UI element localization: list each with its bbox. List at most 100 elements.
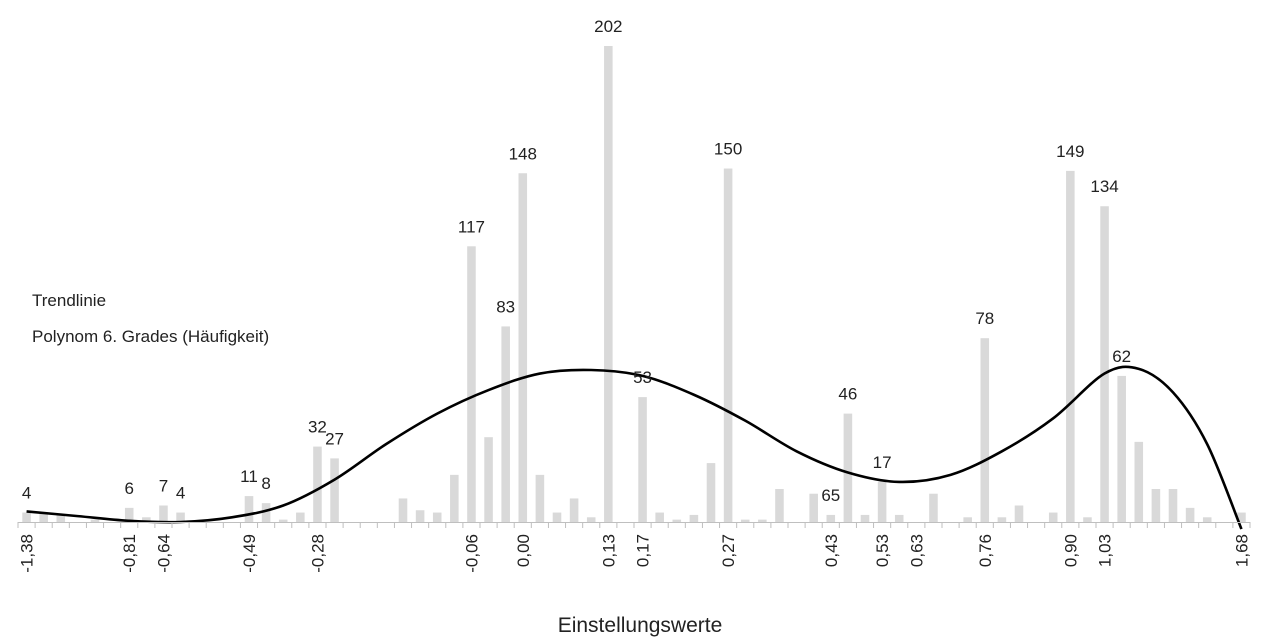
bar [176, 512, 185, 522]
bar [1014, 505, 1024, 522]
bar [313, 446, 322, 522]
x-tick-label: 0,00 [514, 534, 533, 567]
bar [1185, 507, 1195, 522]
bar [330, 458, 339, 522]
legend-label-polynomial: Polynom 6. Grades (Häufigkeit) [32, 327, 269, 346]
bar [980, 338, 990, 522]
x-axis-ticks [17, 522, 1251, 528]
data-labels: 4 6 7 411 8322711783148202531506546177814913… [22, 17, 1131, 505]
data-label: 7 [159, 477, 168, 496]
x-tick-label: 0,43 [822, 534, 841, 567]
bar [1083, 517, 1092, 522]
bar [552, 512, 562, 522]
bar [1100, 206, 1109, 523]
bar [655, 512, 664, 522]
x-tick-label: 0,63 [907, 534, 926, 567]
bar-series [22, 46, 1246, 523]
bar [450, 474, 459, 522]
bar [1117, 375, 1126, 522]
bar [706, 463, 716, 522]
x-tick-label: -0,28 [308, 534, 327, 573]
bar [1134, 441, 1144, 522]
bar [142, 517, 151, 522]
bar [809, 493, 818, 522]
x-tick-label: 0,53 [873, 534, 892, 567]
bar [501, 326, 510, 522]
bar [261, 503, 271, 522]
data-label: 83 [496, 297, 515, 316]
bar [1237, 512, 1246, 522]
data-label: 117 [458, 217, 485, 236]
x-tick-label: 0,27 [719, 534, 738, 567]
bar [740, 519, 750, 522]
bar [1151, 489, 1161, 522]
x-tick-label: -0,64 [154, 534, 173, 573]
bar [484, 437, 493, 522]
bar [90, 519, 100, 522]
data-label: 6 [124, 479, 133, 498]
bar [244, 496, 254, 522]
x-tick-label: -0,81 [120, 534, 139, 573]
bar [39, 512, 48, 522]
bar [997, 517, 1007, 522]
bar [415, 510, 425, 522]
data-label: 17 [873, 453, 892, 472]
data-label: 149 [1056, 142, 1084, 161]
data-label: 65 [821, 486, 840, 505]
x-tick-labels: -1,38 -0,81 -0,64 -0,49 -0,28 -0,06 0,00 0,13 0,… [18, 534, 1252, 573]
bar [860, 514, 870, 522]
bar [877, 481, 887, 522]
bar [963, 517, 972, 522]
data-label: 150 [714, 140, 742, 159]
data-label: 27 [325, 429, 344, 448]
data-label: 32 [308, 418, 327, 437]
x-tick-label: 0,76 [976, 534, 995, 567]
data-label: 202 [594, 17, 622, 36]
x-tick-label: 0,17 [634, 534, 653, 567]
bar [535, 474, 545, 522]
data-label: 46 [838, 385, 857, 404]
bar [467, 246, 476, 523]
bar [723, 168, 733, 522]
bar [518, 173, 528, 522]
data-label: 134 [1090, 177, 1118, 196]
data-label: 4 [176, 484, 185, 503]
x-axis-title: Einstellungswerte [558, 614, 723, 637]
bar [638, 397, 647, 522]
bar [432, 512, 442, 522]
bar [775, 489, 784, 522]
bar [1048, 512, 1058, 522]
bar [929, 493, 938, 522]
data-label: 62 [1112, 347, 1131, 366]
data-label: 53 [633, 368, 652, 387]
bar [22, 512, 31, 522]
bar [586, 517, 596, 522]
bar [1066, 170, 1075, 522]
bar [758, 519, 767, 522]
x-tick-label: -0,06 [462, 534, 481, 573]
bar [296, 512, 305, 522]
x-tick-label: -0,49 [240, 534, 259, 573]
bar [278, 519, 288, 522]
bar [843, 413, 853, 522]
data-label: 11 [240, 467, 258, 486]
bar [398, 498, 408, 522]
legend-label-trendline: Trendlinie [32, 291, 106, 310]
bar [672, 519, 682, 522]
x-tick-label: -1,38 [18, 534, 37, 573]
bar [1168, 489, 1178, 522]
data-label: 78 [975, 309, 994, 328]
data-label: 8 [261, 474, 270, 493]
bar [569, 498, 579, 522]
data-label: 4 [22, 484, 31, 503]
bar [826, 514, 836, 522]
bar [604, 46, 613, 522]
bar [1202, 517, 1212, 522]
x-tick-label: 0,90 [1061, 534, 1080, 567]
bar [124, 507, 134, 522]
x-tick-label: 1,03 [1096, 534, 1115, 567]
data-label: 148 [509, 144, 537, 163]
bar [56, 514, 66, 522]
bar [894, 514, 904, 522]
bar [159, 505, 168, 522]
